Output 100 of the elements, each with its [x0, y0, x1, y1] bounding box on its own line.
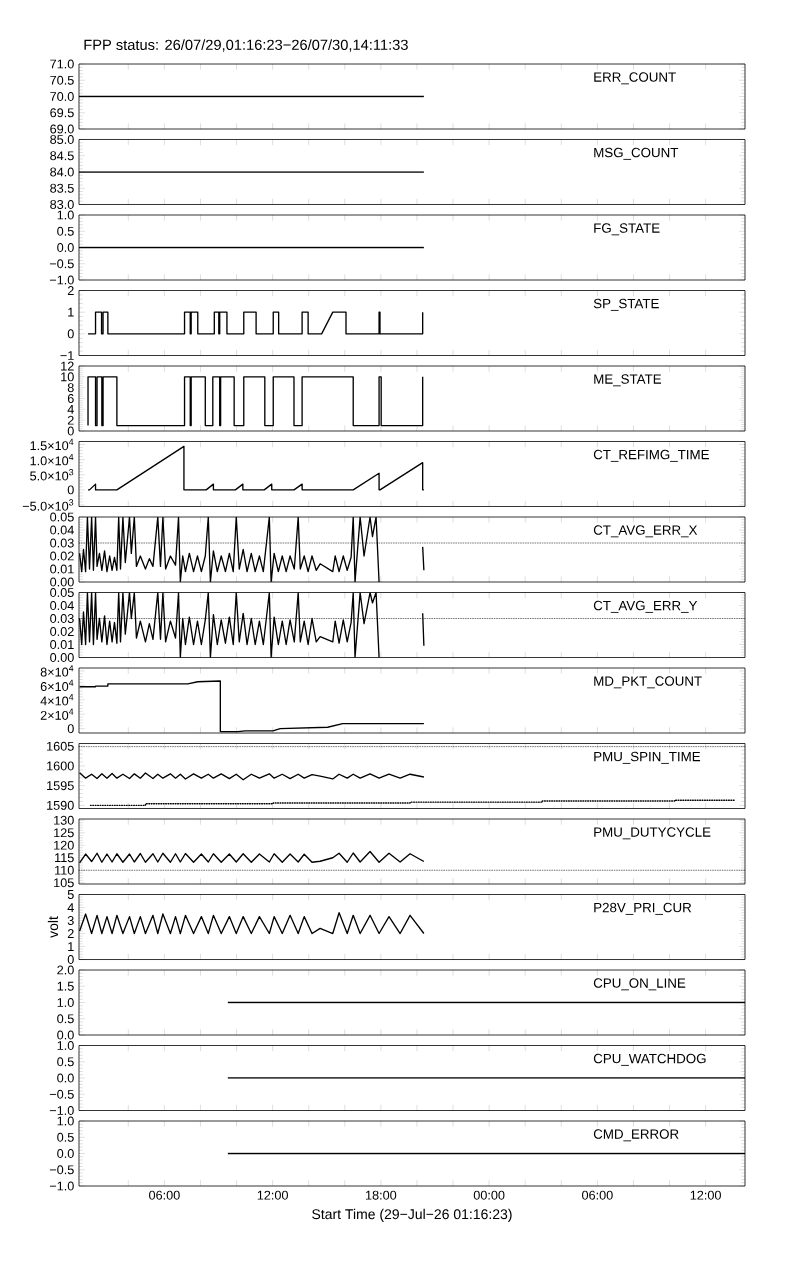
y-tick-label: 0 [67, 426, 74, 436]
y-tick-label: 4×10$^{4}$ [40, 694, 74, 706]
y-tick-label: 8 [67, 383, 74, 393]
y-tick-label: −0.5 [49, 1089, 74, 1099]
y-tick-label: 0.0 [57, 1030, 74, 1040]
y-tick-label: 69.0 [50, 124, 74, 134]
y-tick-label: 69.5 [50, 108, 74, 118]
y-tick-label: 4 [67, 903, 74, 912]
x-tick-label: 06:00 [582, 1190, 613, 1200]
y-tick-label: 0.01 [50, 564, 74, 574]
y-axis-title: volt [47, 916, 59, 938]
text: PMU_SPIN_TIME [594, 751, 701, 764]
y-tick-label: 0.04 [50, 525, 74, 535]
text: CPU_WATCHDOG [593, 1053, 706, 1066]
y-tick-label: −0.5 [49, 1165, 74, 1175]
y-tick-label: 6×10$^{4}$ [40, 679, 74, 691]
y-tick-label: 120 [54, 840, 74, 850]
y-tick-label: −1 [60, 351, 74, 360]
y-tick-label: 1.0 [57, 1116, 74, 1126]
y-tick-label: 1.0 [57, 1041, 74, 1050]
y-tick-label: 83.0 [50, 200, 74, 209]
y-tick-label: 85.0 [50, 135, 74, 144]
y-tick-label: 2 [67, 929, 74, 938]
text: FG_STATE [594, 223, 660, 236]
y-tick-label: 0.5 [57, 1014, 74, 1024]
y-tick-label: 0.01 [50, 640, 74, 649]
y-tick-label: 0.05 [50, 588, 74, 597]
y-tick-label: 0.00 [50, 577, 74, 587]
y-tick-label: 1 [68, 942, 74, 951]
y-tick-label: 130 [54, 815, 74, 825]
y-tick-label: 0.5 [57, 1057, 74, 1067]
y-tick-label: 83.5 [50, 183, 74, 193]
y-tick-label: 0.0 [57, 243, 74, 252]
y-tick-label: 4 [67, 404, 74, 414]
y-tick-label: 10 [61, 372, 74, 382]
y-tick-label: −1.0 [49, 275, 74, 285]
text: SP_STATE [593, 298, 659, 311]
y-tick-label: 1 [68, 307, 74, 317]
y-tick-label: 0.02 [50, 627, 74, 636]
y-tick-label: −0.5 [49, 259, 74, 269]
y-tick-label: −1.0 [49, 1181, 74, 1191]
y-tick-label: 110 [55, 865, 74, 875]
text: CT_REFIMG_TIME [593, 449, 709, 462]
text: MD_PKT_COUNT [594, 676, 702, 689]
text: PMU_DUTYCYCLE [594, 827, 711, 840]
y-tick-label: 0 [67, 485, 74, 495]
x-axis-title: Start Time (29−Jul−26 01:16:23) [312, 1208, 512, 1222]
y-tick-label: 5 [67, 890, 74, 899]
y-tick-label: 0 [67, 955, 74, 965]
y-tick-label: 2 [67, 415, 74, 425]
y-tick-label: 0.00 [50, 653, 74, 662]
y-tick-label: 3 [67, 916, 74, 925]
x-tick-label: 12:00 [257, 1190, 288, 1200]
y-tick-label: −1.0 [49, 1106, 74, 1115]
y-tick-label: 0.03 [50, 614, 74, 623]
y-tick-label: 0.5 [57, 226, 74, 236]
y-tick-label: 1.0×10$^{4}$ [30, 453, 74, 466]
x-tick-label: 12:00 [690, 1190, 721, 1200]
y-tick-label: 1.0 [57, 210, 74, 220]
y-tick-label: 71.0 [50, 59, 74, 69]
y-tick-label: 0.5 [57, 1132, 74, 1142]
y-tick-label: 84.5 [50, 151, 74, 161]
y-tick-label: 115 [55, 853, 74, 863]
y-tick-label: 1600 [47, 761, 74, 771]
text: CPU_ON_LINE [593, 978, 686, 991]
y-tick-label: 8×10$^{4}$ [40, 665, 74, 677]
y-tick-label: 5.0×10$^{3}$ [30, 469, 74, 481]
text: CMD_ERROR [593, 1129, 679, 1142]
y-tick-label: 0.02 [50, 551, 74, 561]
x-tick-label: 06:00 [149, 1190, 180, 1200]
y-tick-label: 0.04 [50, 601, 74, 610]
y-tick-label: 105 [54, 878, 74, 888]
y-tick-label: 1.0 [57, 998, 74, 1007]
y-tick-label: 2 [67, 286, 74, 295]
x-tick-label: 00:00 [473, 1190, 505, 1200]
text: FPP status: 26/07/29,01:16:23−26/07/30,14:11:33 [84, 39, 408, 52]
y-tick-label: 84.0 [50, 167, 74, 177]
text: CT_AVG_ERR_Y [593, 600, 698, 613]
y-tick-label: 0 [67, 724, 74, 734]
y-tick-label: 1595 [47, 781, 74, 791]
text: P28V_PRI_CUR [594, 902, 692, 915]
text: CT_AVG_ERR_X [593, 525, 698, 538]
y-tick-label: 0.0 [57, 1149, 74, 1158]
y-tick-label: 6 [67, 394, 74, 403]
y-tick-label: 0.05 [50, 512, 74, 522]
y-tick-label: 12 [61, 361, 74, 371]
y-tick-label: 1.5×10$^{4}$ [30, 438, 74, 451]
y-tick-label: 2×10$^{4}$ [40, 708, 74, 720]
y-tick-label: 0.03 [50, 538, 74, 548]
y-tick-label: 1590 [47, 800, 74, 810]
text: MSG_COUNT [594, 147, 679, 160]
y-tick-label: 125 [54, 828, 74, 838]
y-tick-label: 2.0 [57, 965, 74, 975]
x-tick-label: 18:00 [366, 1190, 397, 1200]
y-tick-label: −5.0×10$^{3}$ [22, 499, 74, 511]
y-tick-label: 1605 [47, 741, 74, 751]
text: ME_STATE [594, 374, 662, 387]
y-tick-label: 0 [67, 329, 74, 339]
y-tick-label: 70.5 [50, 75, 74, 85]
y-tick-label: 0.0 [57, 1073, 74, 1083]
